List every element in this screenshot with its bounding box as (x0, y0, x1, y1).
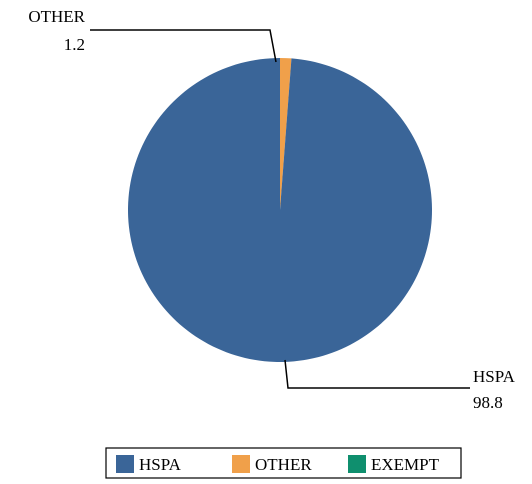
hspa-leader-line (284, 359, 470, 389)
pie-slices (128, 58, 433, 362)
legend-swatch-exempt (348, 455, 366, 473)
other-label-value: 1.2 (64, 35, 85, 54)
other-leader-line (90, 29, 277, 63)
legend-swatch-other (232, 455, 250, 473)
hspa-label-value: 98.8 (473, 393, 503, 412)
pie-slice-other (280, 58, 292, 210)
legend-label-exempt: EXEMPT (371, 455, 440, 474)
hspa-label-name: HSPA (473, 367, 516, 386)
legend-swatch-hspa (116, 455, 134, 473)
legend: HSPA OTHER EXEMPT (105, 447, 462, 479)
legend-box (105, 447, 462, 479)
other-label-name: OTHER (28, 7, 85, 26)
legend-label-other: OTHER (255, 455, 312, 474)
pie-slice-hspa (128, 58, 433, 362)
legend-label-hspa: HSPA (139, 455, 182, 474)
